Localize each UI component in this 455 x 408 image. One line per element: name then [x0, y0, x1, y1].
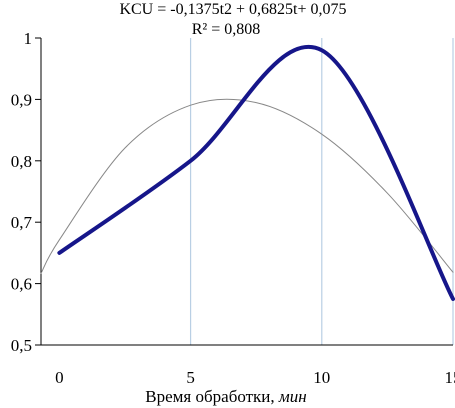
- x-axis-label-main: Время обработки,: [145, 387, 274, 406]
- series-data-line: [57, 45, 455, 301]
- r-squared-label: R² = 0,808: [192, 21, 261, 38]
- y-tick-label: 0,6: [11, 275, 32, 294]
- y-tick-label: 0,9: [11, 90, 32, 109]
- x-axis-label: Время обработки, мин: [145, 387, 306, 406]
- grid-lines: [189, 38, 454, 345]
- trendline-equation: KCU = -0,1375t2 + 0,6825t+ 0,075: [119, 1, 346, 18]
- y-tick-label: 0,8: [11, 152, 32, 171]
- y-tick-labels: 0,5 0,6 0,7 0,8 0,9 1: [11, 29, 33, 355]
- x-tick-label: 10: [313, 368, 330, 387]
- y-tick-label: 0,5: [11, 336, 32, 355]
- y-tick-label: 0,7: [11, 213, 33, 232]
- axes: [35, 37, 453, 346]
- x-tick-label: 15: [445, 368, 455, 387]
- x-tick-label: 0: [55, 368, 64, 387]
- x-axis-label-unit: мин: [278, 387, 307, 406]
- x-tick-label: 5: [186, 368, 195, 387]
- series-trendline: [40, 98, 454, 274]
- series-group: [40, 45, 455, 301]
- x-tick-labels: 0 5 10 15: [55, 368, 455, 387]
- y-tick-label: 1: [24, 29, 33, 48]
